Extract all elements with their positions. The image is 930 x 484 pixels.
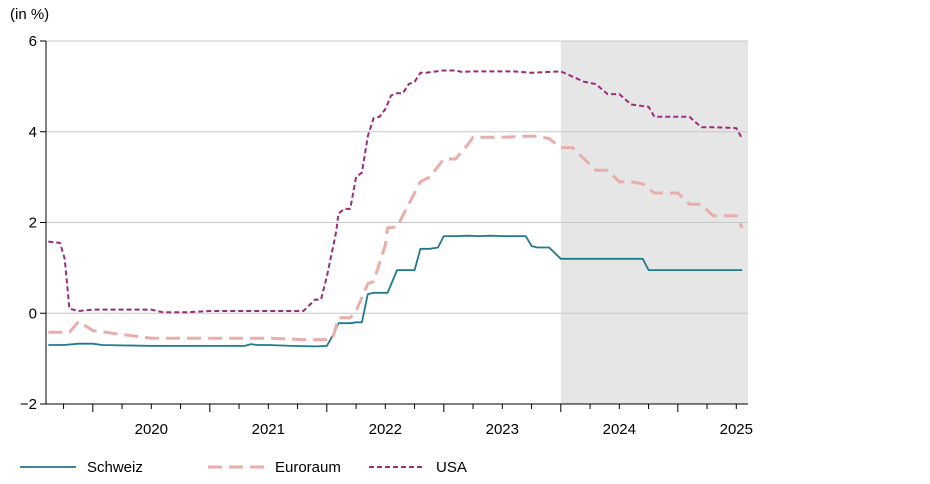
x-tick-label: 2025 bbox=[720, 421, 753, 438]
series-line-schweiz bbox=[48, 234, 743, 348]
x-tick-label: 2021 bbox=[252, 421, 285, 438]
unit-label: (in %) bbox=[10, 6, 49, 23]
x-tick-label: 2020 bbox=[135, 421, 168, 438]
x-tick-label: 2024 bbox=[603, 421, 636, 438]
y-tick-label: 0 bbox=[29, 305, 37, 322]
legend-label-usa: USA bbox=[436, 459, 467, 476]
series-lines bbox=[48, 69, 744, 348]
legend-label-schweiz: Schweiz bbox=[87, 459, 143, 476]
x-tick-label: 2023 bbox=[486, 421, 519, 438]
y-tick-label: 4 bbox=[29, 124, 37, 141]
y-axis: −2 0 2 4 6 bbox=[20, 33, 47, 413]
legend: Schweiz Euroraum USA bbox=[20, 459, 467, 476]
legend-label-euroraum: Euroraum bbox=[275, 459, 341, 476]
x-tick-label: 2022 bbox=[369, 421, 402, 438]
y-tick-label: 2 bbox=[29, 215, 37, 232]
x-axis: 2020 2021 2022 2023 2024 2025 bbox=[46, 403, 753, 438]
series-line-usa bbox=[48, 69, 744, 314]
y-tick-label: −2 bbox=[20, 396, 37, 413]
y-tick-label: 6 bbox=[29, 33, 37, 50]
series-line-euroraum bbox=[48, 134, 744, 342]
